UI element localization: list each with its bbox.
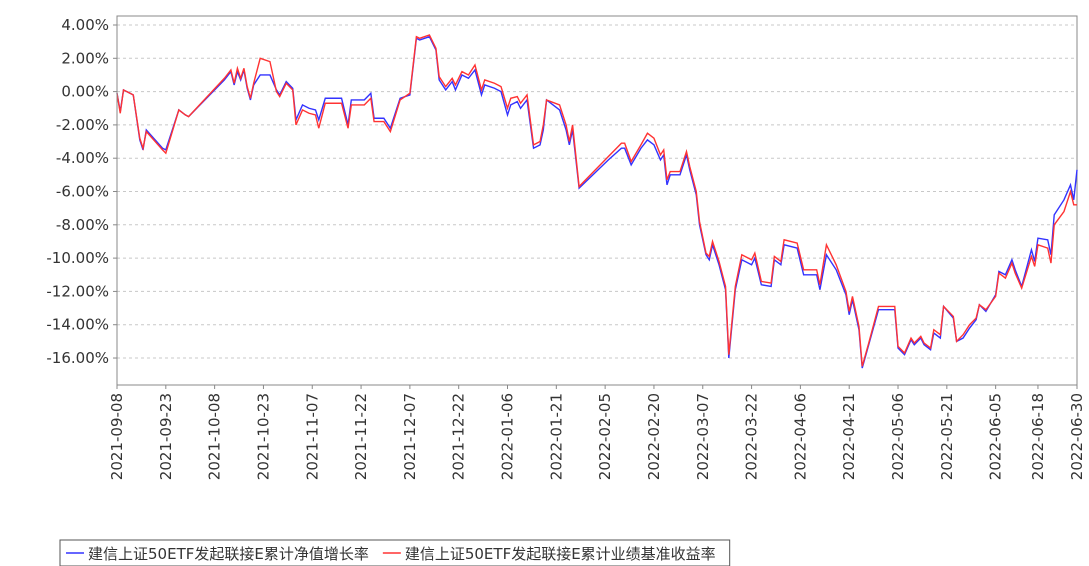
- series-line: [116, 34, 1077, 367]
- x-tick-label: 2021-09-23: [157, 393, 175, 480]
- legend-label: 建信上证50ETF发起联接E累计业绩基准收益率: [405, 545, 716, 563]
- y-tick-label: -16.00%: [46, 349, 109, 367]
- y-tick-label: -12.00%: [46, 282, 109, 300]
- x-tick-label: 2022-05-06: [889, 393, 907, 480]
- x-tick-label: 2022-06-18: [1029, 393, 1047, 480]
- y-tick-label: -4.00%: [56, 149, 109, 167]
- x-tick-label: 2021-10-23: [254, 393, 272, 480]
- x-tick-label: 2021-11-22: [352, 393, 370, 480]
- x-tick-label: 2022-01-06: [499, 393, 517, 480]
- y-tick-label: -10.00%: [46, 249, 109, 267]
- x-tick-label: 2022-06-30: [1068, 393, 1086, 480]
- y-tick-label: -2.00%: [56, 116, 109, 134]
- x-tick-label: 2022-03-07: [694, 393, 712, 480]
- x-tick-label: 2022-04-06: [791, 393, 809, 480]
- x-tick-label: 2021-12-07: [401, 393, 419, 480]
- x-tick-label: 2022-05-21: [938, 393, 956, 480]
- y-tick-label: -8.00%: [56, 216, 109, 234]
- x-tick-label: 2022-02-20: [645, 393, 663, 480]
- y-tick-label: 0.00%: [61, 83, 109, 101]
- legend: 建信上证50ETF发起联接E累计净值增长率 建信上证50ETF发起联接E累计业绩基…: [59, 539, 731, 566]
- x-tick-label: 2021-10-08: [206, 393, 224, 480]
- y-tick-label: -14.00%: [46, 316, 109, 334]
- plot-area: [116, 15, 1078, 386]
- x-tick-label: 2022-03-22: [743, 393, 761, 480]
- y-tick-label: 2.00%: [61, 49, 109, 67]
- x-tick-label: 2022-06-05: [987, 393, 1005, 480]
- x-tick-label: 2022-02-05: [596, 393, 614, 480]
- y-tick-label: 4.00%: [61, 16, 109, 34]
- x-tick-label: 2022-04-21: [840, 393, 858, 480]
- x-tick-label: 2022-01-21: [547, 393, 565, 480]
- x-tick-label: 2021-11-07: [303, 393, 321, 480]
- legend-label: 建信上证50ETF发起联接E累计净值增长率: [88, 545, 369, 563]
- y-tick-label: -6.00%: [56, 183, 109, 201]
- x-tick-label: 2021-09-08: [108, 393, 126, 480]
- x-tick-label: 2021-12-22: [450, 393, 468, 480]
